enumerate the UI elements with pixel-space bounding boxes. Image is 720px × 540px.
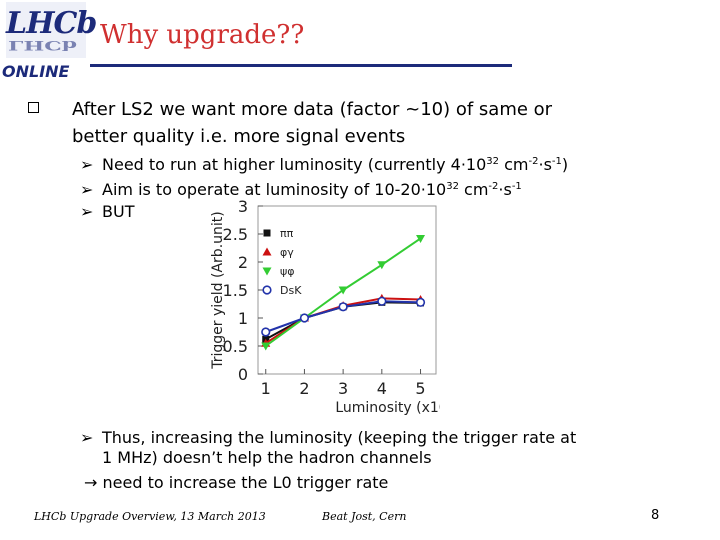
y-axis-label: Trigger yield (Arb.unit) bbox=[210, 211, 226, 369]
arrow-bullet-icon: ➢ bbox=[80, 155, 94, 174]
data-point-3 bbox=[299, 313, 310, 323]
legend-marker-1 bbox=[262, 247, 272, 256]
main-bullet: After LS2 we want more data (factor ~10)… bbox=[72, 96, 692, 150]
sub-bullet-aim: ➢ Aim is to operate at luminosity of 10-2… bbox=[80, 177, 522, 200]
logo-lhcb-text: LHCb bbox=[6, 6, 97, 41]
sub-bullet-thus: ➢ Thus, increasing the luminosity (keepin… bbox=[80, 428, 576, 448]
superscript: -1 bbox=[551, 156, 562, 167]
sub-bullet-text: Aim is to operate at luminosity of 10-20… bbox=[102, 180, 447, 199]
data-point-3 bbox=[338, 302, 348, 312]
y-tick-label: 2.5 bbox=[223, 225, 248, 244]
y-tick-label: 3 bbox=[238, 197, 248, 216]
trigger-yield-chart: 0 0.5 1 1.5 2 2.5 3 1 2 3 4 5 Trigger yield (Arb.uni… bbox=[210, 197, 440, 416]
right-arrow-icon: → bbox=[84, 473, 98, 492]
logo-background bbox=[6, 2, 86, 58]
sub-bullet-text: ·s bbox=[498, 180, 512, 199]
sub-bullet-text: ) bbox=[561, 155, 569, 174]
arrow-bullet-icon: ➢ bbox=[80, 428, 94, 447]
title-underline bbox=[90, 64, 512, 67]
arrow-bullet-icon: ➢ bbox=[80, 180, 94, 199]
legend-label-0: ππ bbox=[280, 227, 294, 240]
lhcb-online-logo: LHCb LHCb ONLINE bbox=[0, 0, 97, 82]
bullet-square-icon bbox=[28, 102, 39, 113]
legend-label-1: φγ bbox=[280, 246, 294, 259]
superscript: -2 bbox=[488, 181, 499, 192]
arrow-bullet-icon: ➢ bbox=[80, 202, 94, 221]
legend-label-3: DsK bbox=[280, 284, 302, 297]
main-bullet-line2: better quality i.e. more signal events bbox=[72, 126, 406, 147]
sub-bullet-text: Need to run at higher luminosity (curren… bbox=[102, 155, 487, 174]
x-tick-label: 5 bbox=[415, 379, 425, 398]
conclusion-text: need to increase the L0 trigger rate bbox=[102, 473, 389, 492]
data-point-2 bbox=[416, 234, 426, 243]
footer-author: Beat Jost, Cern bbox=[322, 510, 407, 523]
slide-title: Why upgrade?? bbox=[100, 20, 305, 50]
data-point-3 bbox=[261, 327, 271, 337]
y-tick-label: 1 bbox=[238, 309, 248, 328]
sub-bullet-thus-cont: 1 MHz) doesn’t help the hadron channels bbox=[102, 448, 432, 467]
sub-bullet-luminosity: ➢ Need to run at higher luminosity (curre… bbox=[80, 152, 568, 175]
x-axis-label: Luminosity (x1032) bbox=[335, 400, 440, 416]
superscript: 32 bbox=[446, 181, 459, 192]
superscript: -2 bbox=[528, 156, 539, 167]
conclusion-line: → need to increase the L0 trigger rate bbox=[84, 473, 388, 493]
sub-bullet-text: cm bbox=[458, 180, 489, 199]
y-tick-label: 0.5 bbox=[223, 337, 248, 356]
sub-bullet-but: ➢ BUT bbox=[80, 202, 134, 222]
data-point-2 bbox=[261, 342, 271, 351]
data-point-2 bbox=[377, 261, 387, 270]
logo-lhcb-reflection: LHCb bbox=[8, 37, 78, 53]
y-tick-label: 0 bbox=[238, 365, 248, 384]
legend-marker-0 bbox=[263, 229, 271, 237]
sub-bullet-text: cm bbox=[499, 155, 529, 174]
superscript: -1 bbox=[511, 181, 522, 192]
y-tick-label: 1.5 bbox=[223, 281, 248, 300]
x-tick-label: 2 bbox=[299, 379, 309, 398]
footer-title: LHCb Upgrade Overview, 13 March 2013 bbox=[34, 510, 266, 523]
logo-online-text: ONLINE bbox=[2, 62, 70, 81]
legend-marker-3 bbox=[262, 285, 272, 295]
sub-bullet-text: BUT bbox=[102, 202, 135, 221]
sub-bullet-text: Thus, increasing the luminosity (keeping… bbox=[102, 428, 577, 447]
y-tick-label: 2 bbox=[238, 253, 248, 272]
page-number: 8 bbox=[651, 508, 660, 523]
legend-marker-2 bbox=[262, 267, 272, 276]
data-point-2 bbox=[338, 286, 348, 295]
legend-label-2: ψφ bbox=[280, 265, 295, 278]
sub-bullet-text: ·s bbox=[538, 155, 552, 174]
x-tick-label: 4 bbox=[377, 379, 387, 398]
data-point-3 bbox=[415, 297, 426, 307]
x-tick-label: 1 bbox=[261, 379, 271, 398]
superscript: 32 bbox=[486, 156, 500, 167]
data-point-3 bbox=[377, 296, 387, 306]
x-tick-label: 3 bbox=[338, 379, 348, 398]
main-bullet-line1: After LS2 we want more data (factor ~10)… bbox=[72, 99, 553, 120]
